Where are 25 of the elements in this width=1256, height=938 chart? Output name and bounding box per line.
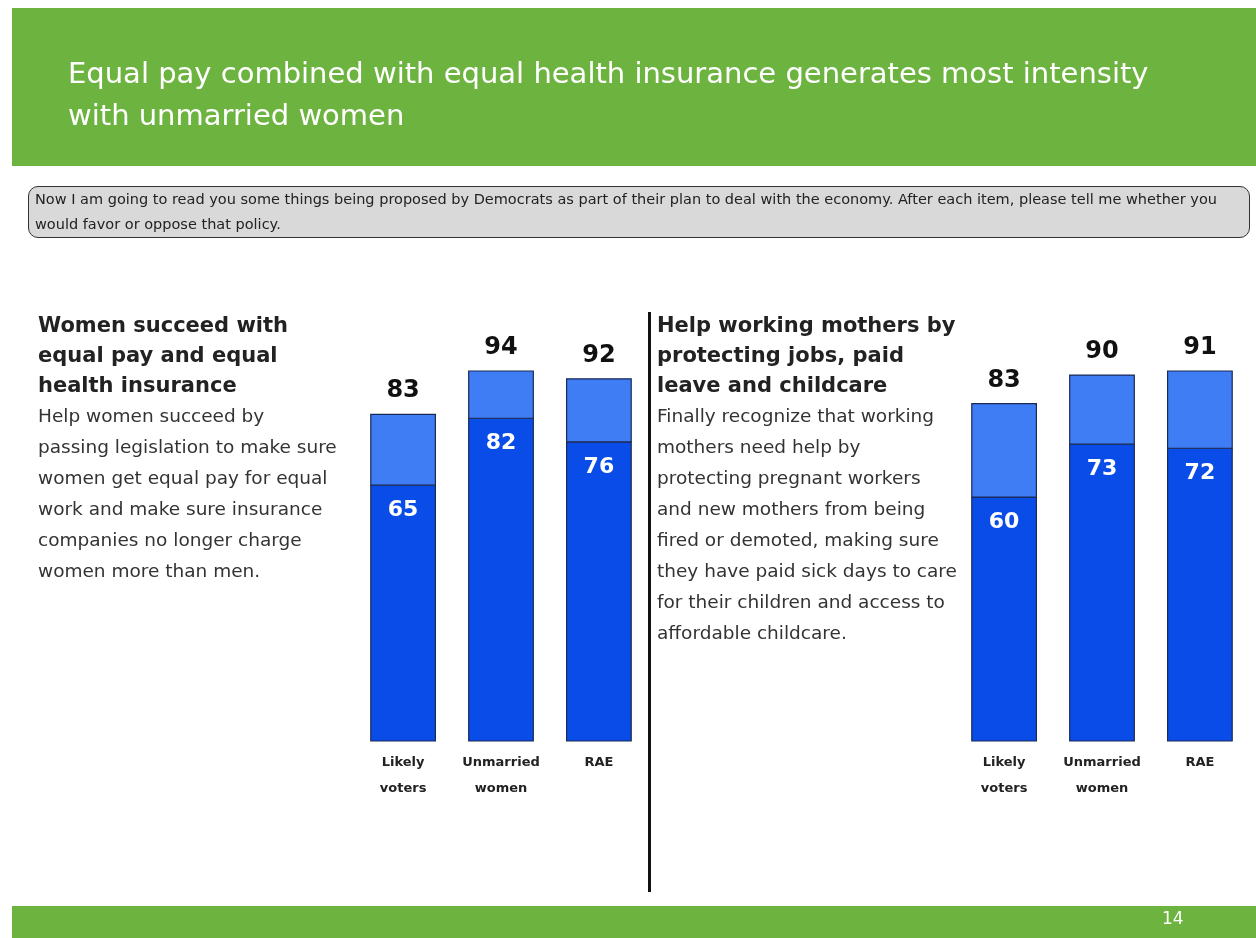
x-tick-label: RAE (1185, 753, 1215, 769)
x-tick-label: Unmarried women (1063, 753, 1141, 795)
total-label: 83 (386, 375, 420, 404)
text: Women succeed with equal pay and equal health insurance (38, 312, 289, 399)
text: Equal pay combined with equal health insurance generates most intensity with unmarried women (12, 8, 1256, 166)
data-label: 82 (485, 429, 517, 455)
text: Finally recognize that working mothers need help by protecting pregnant workers and new mothers from being fired or demoted, making sure they have paid sick days to care for their children and access to affordable childcare. (657, 404, 957, 645)
total-label: 91 (1183, 332, 1217, 360)
x-tick-label: RAE (584, 753, 614, 769)
total-label: 83 (987, 364, 1021, 393)
total-label: 94 (484, 332, 518, 360)
x-tick-label: Unmarried women (462, 753, 540, 795)
data-label: 76 (583, 452, 615, 478)
x-tick-label: Likely voters (379, 753, 427, 795)
text: Help women succeed by passing legislation to make sure women get equal pay for equal work and make sure insurance companies no longer charge women more than men. (38, 404, 338, 583)
chart-title: Help working mothers by protecting jobs, paid leave and childcare (657, 312, 957, 399)
text: Now I am going to read you some things being proposed by Democrats as part of their plan to deal with the economy. After each item, please tell me whether you would favor or oppose that policy. (28, 186, 1250, 238)
x-tick-label: Likely voters (980, 753, 1028, 795)
data-label: 72 (1184, 459, 1216, 485)
data-label: 60 (988, 508, 1020, 534)
text: 14 (1162, 908, 1184, 928)
total-label: 92 (582, 339, 616, 368)
total-label: 90 (1085, 336, 1119, 365)
data-label: 73 (1086, 455, 1118, 481)
data-label: 65 (387, 496, 419, 522)
